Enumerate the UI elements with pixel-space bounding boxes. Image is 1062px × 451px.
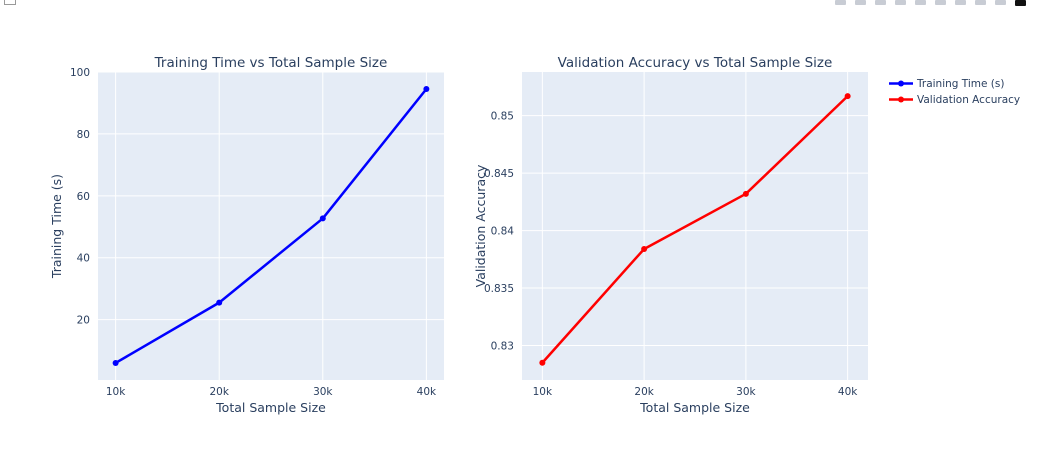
subplot-training-time: 10k 20k 30k 40k 20 40 60 80 100 Training Time vs…	[49, 55, 444, 415]
legend: Training Time (s) Validation Accuracy	[889, 78, 1020, 106]
x-tick-label: 20k	[209, 386, 229, 398]
download-icon[interactable]	[835, 0, 846, 5]
gridlines	[522, 72, 868, 380]
x-tick-label: 30k	[313, 386, 333, 398]
y-tick-label: 0.845	[484, 168, 514, 180]
tick-labels: 10k 20k 30k 40k 0.83 0.835 0.84 0.845 0.85	[484, 111, 858, 398]
select-icon[interactable]	[895, 0, 906, 5]
y-axis-title: Training Time (s)	[49, 174, 64, 279]
data-point[interactable]	[539, 359, 546, 366]
data-point[interactable]	[112, 359, 119, 366]
legend-item-training[interactable]: Training Time (s)	[889, 78, 1004, 90]
zoom-out-icon[interactable]	[955, 0, 966, 5]
y-tick-label: 40	[77, 253, 90, 265]
x-tick-label: 20k	[634, 386, 654, 398]
zoom-in-icon[interactable]	[935, 0, 946, 5]
y-tick-label: 0.85	[491, 111, 514, 123]
x-tick-label: 40k	[838, 386, 858, 398]
series-line	[114, 88, 428, 365]
x-tick-label: 30k	[736, 386, 756, 398]
data-point[interactable]	[641, 245, 648, 252]
legend-label: Training Time (s)	[916, 78, 1004, 90]
lasso-icon[interactable]	[915, 0, 926, 5]
data-point[interactable]	[742, 190, 749, 197]
x-axis-title: Total Sample Size	[639, 400, 750, 415]
chart-title: Validation Accuracy vs Total Sample Size	[558, 55, 833, 71]
tick-labels: 10k 20k 30k 40k 20 40 60 80 100	[70, 67, 437, 398]
series-lines	[112, 86, 430, 366]
y-tick-label: 80	[77, 129, 90, 141]
legend-swatch-marker	[898, 80, 904, 87]
legend-label: Validation Accuracy	[917, 94, 1020, 106]
legend-swatch-marker	[898, 96, 904, 103]
y-tick-label: 0.835	[484, 283, 514, 295]
autoscale-icon[interactable]	[975, 0, 986, 5]
y-tick-label: 0.84	[491, 226, 515, 238]
y-tick-label: 100	[70, 67, 90, 79]
chart-title: Training Time vs Total Sample Size	[154, 55, 388, 71]
reset-icon[interactable]	[995, 0, 1006, 5]
plotly-logo-icon[interactable]	[1015, 0, 1026, 6]
zoom-icon[interactable]	[855, 0, 866, 5]
menu-icon[interactable]	[4, 0, 16, 5]
plot-area[interactable]	[98, 72, 444, 380]
x-tick-label: 40k	[417, 386, 437, 398]
y-axis-title: Validation Accuracy	[473, 164, 488, 287]
y-tick-label: 60	[77, 191, 90, 203]
series-line	[541, 95, 849, 364]
gridlines	[98, 71, 444, 380]
series-lines	[539, 93, 851, 366]
y-tick-label: 20	[77, 315, 90, 327]
subplot-validation-accuracy: 10k 20k 30k 40k 0.83 0.835 0.84 0.845 0.85 Valid…	[473, 55, 868, 415]
plot-area[interactable]	[522, 72, 868, 380]
pan-icon[interactable]	[875, 0, 886, 5]
x-tick-label: 10k	[106, 386, 126, 398]
data-point[interactable]	[216, 299, 223, 306]
data-point[interactable]	[844, 93, 851, 100]
x-tick-label: 10k	[533, 386, 553, 398]
legend-item-validation[interactable]: Validation Accuracy	[889, 94, 1020, 106]
x-axis-title: Total Sample Size	[215, 400, 326, 415]
data-point[interactable]	[319, 215, 326, 222]
y-tick-label: 0.83	[491, 341, 514, 353]
modebar	[835, 0, 1026, 6]
data-point[interactable]	[423, 86, 430, 93]
